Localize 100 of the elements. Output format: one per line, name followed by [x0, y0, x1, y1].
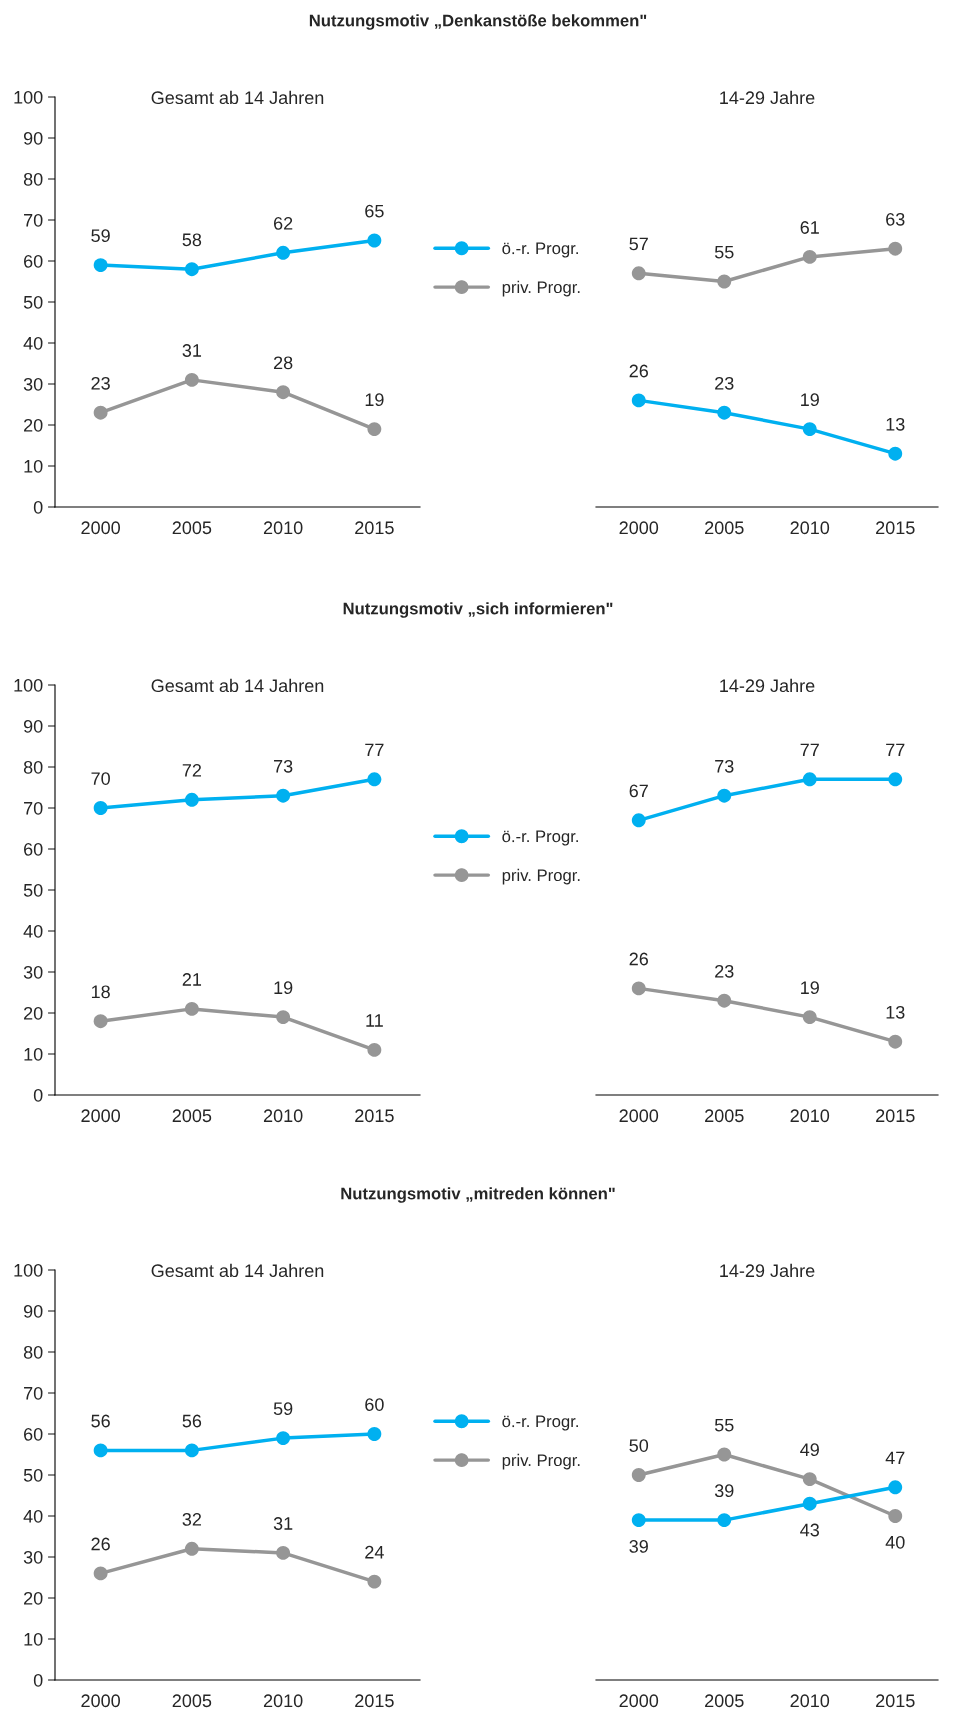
- y-tick-label: 20: [24, 418, 43, 432]
- x-tick-label: 2000: [619, 1109, 659, 1123]
- y-tick-label: 30: [23, 965, 43, 979]
- data-label: 24: [365, 1545, 384, 1559]
- x-tick-label: 2010: [790, 1109, 830, 1123]
- data-label: 23: [715, 964, 734, 978]
- point: [717, 1447, 732, 1462]
- data-label: 56: [91, 1414, 110, 1428]
- point: [276, 1010, 291, 1025]
- point: [184, 1443, 199, 1458]
- y-tick-label: 50: [23, 883, 43, 897]
- x-tick-label: 2000: [619, 1694, 659, 1708]
- x-tick-label: 2015: [876, 1109, 915, 1123]
- y-tick-label: 70: [24, 801, 43, 815]
- x-tick-label: 2015: [876, 521, 915, 535]
- x-tick-label: 2005: [705, 1694, 744, 1708]
- point: [631, 1513, 646, 1528]
- y-tick-label: 20: [24, 1591, 43, 1605]
- data-label: 11: [366, 1014, 383, 1027]
- x-tick-label: 2010: [263, 1694, 303, 1708]
- y-tick-label: 40: [23, 336, 43, 350]
- data-label: 13: [886, 1005, 905, 1019]
- point: [367, 233, 382, 248]
- point: [93, 258, 108, 273]
- data-label: 73: [715, 759, 734, 773]
- data-label: 77: [800, 743, 819, 757]
- y-tick-label: 80: [23, 760, 43, 774]
- point: [184, 792, 199, 807]
- point: [367, 1574, 382, 1589]
- data-label: 56: [182, 1414, 202, 1428]
- x-tick-label: 2015: [355, 1694, 394, 1708]
- point: [888, 241, 903, 256]
- chart-subtitle: 14-29 Jahre: [720, 90, 815, 105]
- x-tick-label: 2015: [355, 521, 394, 535]
- data-label: 21: [182, 973, 202, 986]
- point: [93, 801, 108, 815]
- chart-subtitle: Gesamt ab 14 Jahren: [151, 90, 324, 105]
- data-label: 62: [274, 217, 293, 230]
- y-tick-label: 10: [24, 1047, 43, 1061]
- text: Nutzungsmotiv „mitreden können": [341, 1187, 615, 1203]
- legend-label: ö.-r. Progr.: [502, 830, 578, 846]
- point: [631, 393, 646, 408]
- y-tick-label: 40: [23, 1509, 43, 1523]
- data-label: 39: [629, 1540, 648, 1553]
- legend-label: priv. Progr.: [502, 1453, 580, 1470]
- point: [802, 1010, 817, 1025]
- x-tick-label: 2010: [790, 1694, 830, 1708]
- y-tick-label: 70: [24, 213, 43, 227]
- y-tick-label: 80: [23, 172, 43, 186]
- point: [802, 772, 817, 787]
- data-label: 19: [365, 393, 384, 407]
- x-tick-label: 2010: [263, 1109, 303, 1123]
- point: [888, 1509, 903, 1523]
- data-label: 31: [182, 344, 202, 357]
- data-label: 59: [91, 229, 110, 243]
- point: [367, 422, 382, 437]
- x-tick-label: 2010: [790, 521, 830, 535]
- x-tick-label: 2005: [705, 521, 744, 535]
- x-tick-label: 2010: [263, 521, 303, 535]
- point: [717, 405, 732, 420]
- chart-subtitle: Gesamt ab 14 Jahren: [151, 1263, 324, 1278]
- point: [184, 1541, 199, 1556]
- x-tick-label: 2015: [355, 1109, 394, 1123]
- point: [93, 405, 108, 420]
- data-label: 39: [714, 1484, 734, 1498]
- point: [93, 1014, 108, 1029]
- text: Nutzungsmotiv „sich informieren": [343, 602, 613, 618]
- y-tick-label: 60: [24, 842, 43, 856]
- data-label: 26: [629, 952, 648, 966]
- point: [888, 446, 903, 461]
- legend-label: ö.-r. Progr.: [502, 1415, 578, 1431]
- data-label: 26: [91, 1537, 110, 1551]
- data-label: 18: [91, 985, 110, 999]
- point: [276, 1431, 291, 1446]
- data-label: 58: [182, 233, 202, 247]
- data-label: 55: [714, 245, 734, 259]
- point: [631, 1468, 646, 1482]
- y-tick-label: 20: [24, 1006, 43, 1020]
- point: [184, 262, 199, 277]
- point: [184, 372, 199, 387]
- point: [276, 1545, 291, 1560]
- y-tick-label: 0: [33, 500, 43, 514]
- point: [93, 1443, 108, 1458]
- data-label: 23: [91, 376, 110, 390]
- text: Nutzungsmotiv „Denkanstöße bekommen": [309, 14, 647, 30]
- chart-subtitle: Gesamt ab 14 Jahren: [151, 678, 324, 693]
- data-label: 13: [886, 417, 905, 431]
- data-label: 49: [800, 1443, 819, 1457]
- y-tick-label: 50: [23, 1468, 43, 1482]
- y-tick-label: 100: [14, 1263, 43, 1277]
- point: [367, 772, 382, 787]
- data-label: 72: [182, 764, 202, 777]
- x-tick-label: 2000: [81, 1694, 120, 1708]
- y-tick-label: 100: [14, 678, 43, 692]
- x-tick-label: 2005: [172, 1109, 212, 1123]
- data-label: 59: [273, 1402, 293, 1416]
- data-label: 40: [885, 1535, 905, 1549]
- y-tick-label: 100: [14, 90, 43, 104]
- data-label: 32: [182, 1513, 202, 1526]
- point: [888, 1034, 903, 1049]
